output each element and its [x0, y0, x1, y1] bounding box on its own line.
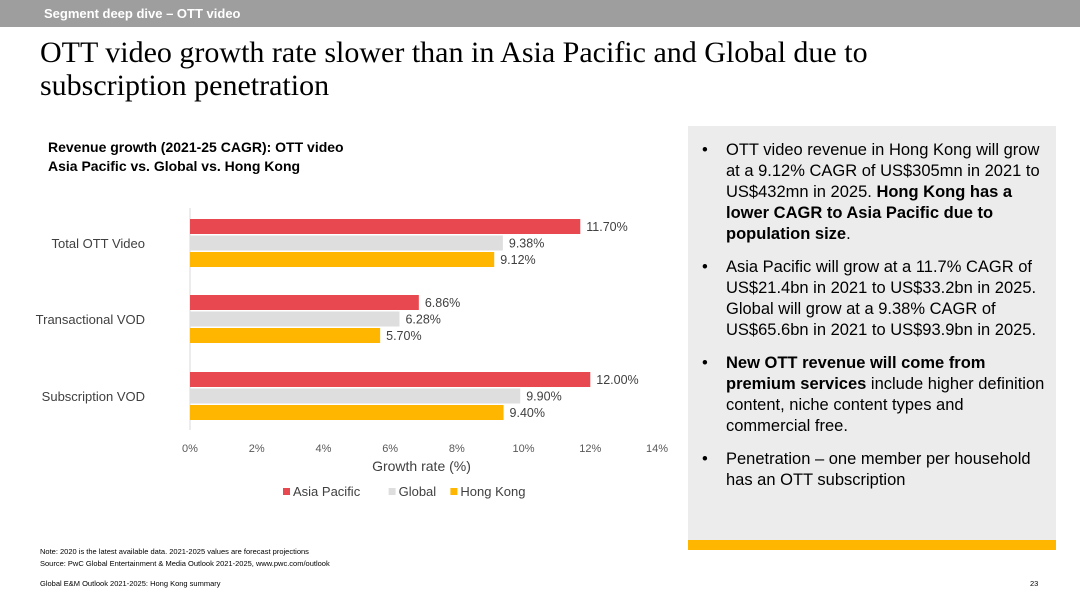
x-tick-label: 12% [579, 443, 601, 455]
bullet-3-bold: New OTT revenue will come from premium s… [726, 354, 986, 393]
bullet-1-bold: Hong Kong has a lower CAGR to Asia Pacif… [726, 183, 1013, 243]
data-label: 6.28% [405, 313, 440, 327]
bar [190, 252, 495, 267]
data-label: 11.70% [586, 220, 627, 234]
chart-title: Revenue growth (2021-25 CAGR): OTT video… [48, 138, 344, 176]
legend-label: Asia Pacific [293, 484, 361, 499]
bar [190, 295, 419, 310]
legend-swatch [388, 488, 396, 495]
page-title: OTT video growth rate slower than in Asi… [40, 36, 868, 102]
category-label: Total OTT Video [52, 236, 145, 251]
bar [190, 388, 521, 404]
x-axis-title: Growth rate (%) [372, 458, 471, 474]
chart-title-line-2: Asia Pacific vs. Global vs. Hong Kong [48, 158, 301, 174]
section-label: Segment deep dive – OTT video [44, 6, 241, 21]
section-header-bar: Segment deep dive – OTT video [0, 0, 1080, 27]
category-label: Subscription VOD [42, 389, 145, 404]
bar [190, 219, 581, 234]
legend-swatch [283, 488, 290, 495]
bar [190, 405, 504, 420]
panel-accent-bar [688, 540, 1056, 550]
data-label: 12.00% [596, 373, 638, 387]
data-label: 9.12% [500, 253, 535, 267]
bullet-2: Asia Pacific will grow at a 11.7% CAGR o… [700, 257, 1050, 341]
source-note: Source: PwC Global Entertainment & Media… [40, 559, 330, 568]
bar [190, 372, 591, 387]
x-tick-label: 6% [382, 443, 398, 455]
chart-title-line-1: Revenue growth (2021-25 CAGR): OTT video [48, 139, 344, 155]
footer-text: Global E&M Outlook 2021-2025: Hong Kong … [40, 579, 221, 588]
legend-label: Global [399, 484, 437, 499]
x-tick-label: 2% [249, 443, 265, 455]
footnote: Note: 2020 is the latest available data.… [40, 547, 309, 556]
x-tick-label: 10% [513, 443, 535, 455]
page-number: 23 [1030, 579, 1039, 588]
bar [190, 235, 503, 251]
data-label: 5.70% [386, 329, 421, 343]
data-label: 9.40% [510, 406, 545, 420]
commentary-bullets: OTT video revenue in Hong Kong will grow… [700, 140, 1050, 503]
legend-swatch [450, 488, 458, 495]
bar [190, 328, 381, 343]
data-label: 9.90% [526, 390, 561, 404]
x-tick-label: 14% [646, 443, 668, 455]
x-tick-label: 0% [182, 443, 198, 455]
bar [190, 311, 400, 327]
legend-label: Hong Kong [460, 484, 525, 499]
data-label: 9.38% [509, 237, 544, 251]
bullet-4: Penetration – one member per household h… [700, 449, 1050, 491]
bullet-3: New OTT revenue will come from premium s… [700, 353, 1050, 437]
x-tick-label: 8% [449, 443, 465, 455]
category-label: Transactional VOD [36, 312, 145, 327]
bullet-1: OTT video revenue in Hong Kong will grow… [700, 140, 1050, 245]
bar-chart: Total OTT Video 11.70% 9.38% 9.12% Transacti… [36, 208, 668, 499]
x-tick-label: 4% [315, 443, 331, 455]
data-label: 6.86% [425, 296, 460, 310]
